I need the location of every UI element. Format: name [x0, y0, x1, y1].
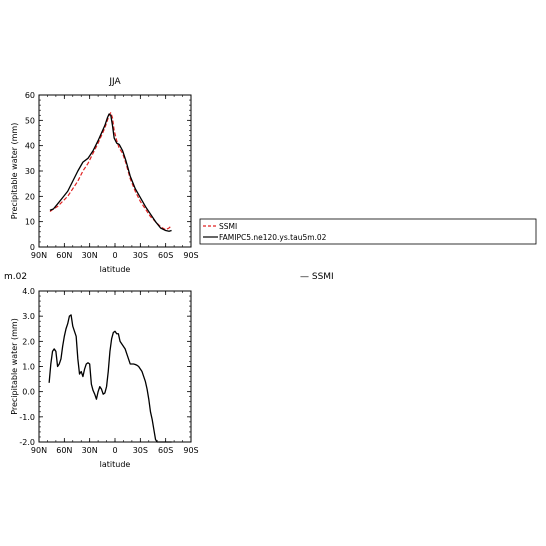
y-tick-label: 10: [25, 218, 35, 227]
plot-frame: [38, 290, 192, 443]
y-tick-label: -2.0: [19, 438, 35, 447]
x-tick-label: 60N: [56, 251, 72, 260]
x-tick-label: 60S: [158, 446, 173, 455]
x-tick-label: 30S: [133, 251, 148, 260]
chart-title: m.02: [4, 272, 27, 282]
famipc5-ne120-ys-tau5m-02-series-line: [49, 113, 172, 232]
x-tick-label: 30N: [82, 251, 98, 260]
y-tick-label: 30: [25, 167, 35, 176]
y-tick-label: -1.0: [19, 413, 35, 422]
legend-frame: [199, 218, 537, 245]
y-axis-label: Precipitable water (mm): [10, 318, 19, 415]
x-tick-label: 90S: [183, 446, 198, 455]
ssmi-series-line: [49, 112, 173, 231]
x-tick-label: 0: [112, 446, 117, 455]
x-axis-label: latitude: [100, 265, 131, 274]
y-tick-label: 20: [25, 192, 35, 201]
x-tick-label: 60N: [56, 446, 72, 455]
y-tick-label: 0: [30, 243, 35, 252]
x-tick-label: 30S: [133, 446, 148, 455]
y-tick-label: 0.0: [22, 388, 35, 397]
difference-series-line: [48, 314, 172, 443]
x-tick-label: 0: [112, 251, 117, 260]
legend-entry: SSMI: [219, 222, 237, 231]
y-tick-label: 2.0: [22, 337, 35, 346]
y-tick-label: 4.0: [22, 287, 35, 296]
legend: SSMI FAMIPC5.ne120.ys.tau5m.02: [199, 218, 537, 245]
x-tick-label: 90N: [31, 446, 47, 455]
top-panel: 90N 60N 30N 0 30S 60S 90S 0 10 20 30 40 50 60 latitude…: [10, 77, 199, 274]
x-tick-label: 60S: [158, 251, 173, 260]
chart-title: JJA: [108, 77, 121, 87]
x-tick-label: 90S: [183, 251, 198, 260]
y-tick-label: 40: [25, 142, 35, 151]
plot-frame: [38, 94, 192, 248]
x-tick-label: 90N: [31, 251, 47, 260]
x-tick-label: 30N: [82, 446, 98, 455]
x-axis-label: latitude: [100, 460, 131, 469]
y-tick-label: 3.0: [22, 312, 35, 321]
y-axis-label: Precipitable water (mm): [10, 123, 19, 220]
overlay-legend-text: — SSMI: [300, 272, 334, 282]
legend-entry: FAMIPC5.ne120.ys.tau5m.02: [219, 233, 327, 242]
bottom-panel: 90N 60N 30N 0 30S 60S 90S -2.0 -1.0 0.0 1.0 2.0 3.0 4…: [4, 272, 334, 469]
y-tick-label: 1.0: [22, 363, 35, 372]
y-tick-label: 60: [25, 91, 35, 100]
y-tick-label: 50: [25, 116, 35, 125]
